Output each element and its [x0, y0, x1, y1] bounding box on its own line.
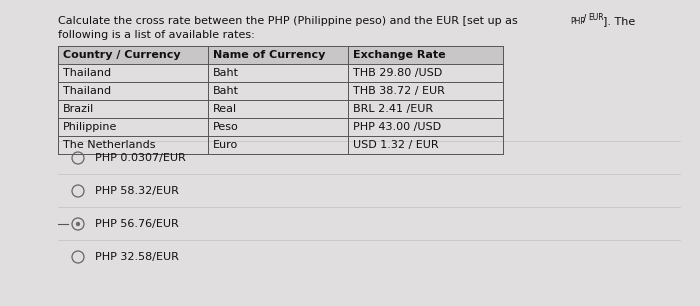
- Text: Calculate the cross rate between the PHP (Philippine peso) and the EUR [set up a: Calculate the cross rate between the PHP…: [58, 16, 522, 26]
- Text: THB 38.72 / EUR: THB 38.72 / EUR: [353, 86, 445, 96]
- Text: USD 1.32 / EUR: USD 1.32 / EUR: [353, 140, 439, 150]
- Text: Thailand: Thailand: [63, 86, 111, 96]
- Text: /: /: [583, 14, 587, 24]
- Text: Euro: Euro: [213, 140, 238, 150]
- Text: Thailand: Thailand: [63, 68, 111, 78]
- Text: PHP 56.76/EUR: PHP 56.76/EUR: [95, 219, 178, 229]
- Text: PHP 58.32/EUR: PHP 58.32/EUR: [95, 186, 179, 196]
- Bar: [58, 46, 503, 64]
- Text: The Netherlands: The Netherlands: [63, 140, 155, 150]
- Text: PHP 32.58/EUR: PHP 32.58/EUR: [95, 252, 179, 262]
- Text: Peso: Peso: [213, 122, 239, 132]
- Text: Brazil: Brazil: [63, 104, 94, 114]
- Text: EUR: EUR: [588, 13, 603, 22]
- Text: Baht: Baht: [213, 86, 239, 96]
- Text: Exchange Rate: Exchange Rate: [353, 50, 446, 60]
- Text: PHP 0.0307/EUR: PHP 0.0307/EUR: [95, 153, 186, 163]
- Circle shape: [76, 222, 80, 226]
- Text: ]. The: ]. The: [603, 16, 636, 26]
- Text: BRL 2.41 /EUR: BRL 2.41 /EUR: [353, 104, 433, 114]
- Text: THB 29.80 /USD: THB 29.80 /USD: [353, 68, 442, 78]
- Text: Country / Currency: Country / Currency: [63, 50, 181, 60]
- Text: Real: Real: [213, 104, 237, 114]
- Text: following is a list of available rates:: following is a list of available rates:: [58, 30, 255, 40]
- Text: PHP 43.00 /USD: PHP 43.00 /USD: [353, 122, 441, 132]
- Text: Name of Currency: Name of Currency: [213, 50, 326, 60]
- Text: Philippine: Philippine: [63, 122, 118, 132]
- Text: Baht: Baht: [213, 68, 239, 78]
- Text: PHP: PHP: [570, 17, 585, 26]
